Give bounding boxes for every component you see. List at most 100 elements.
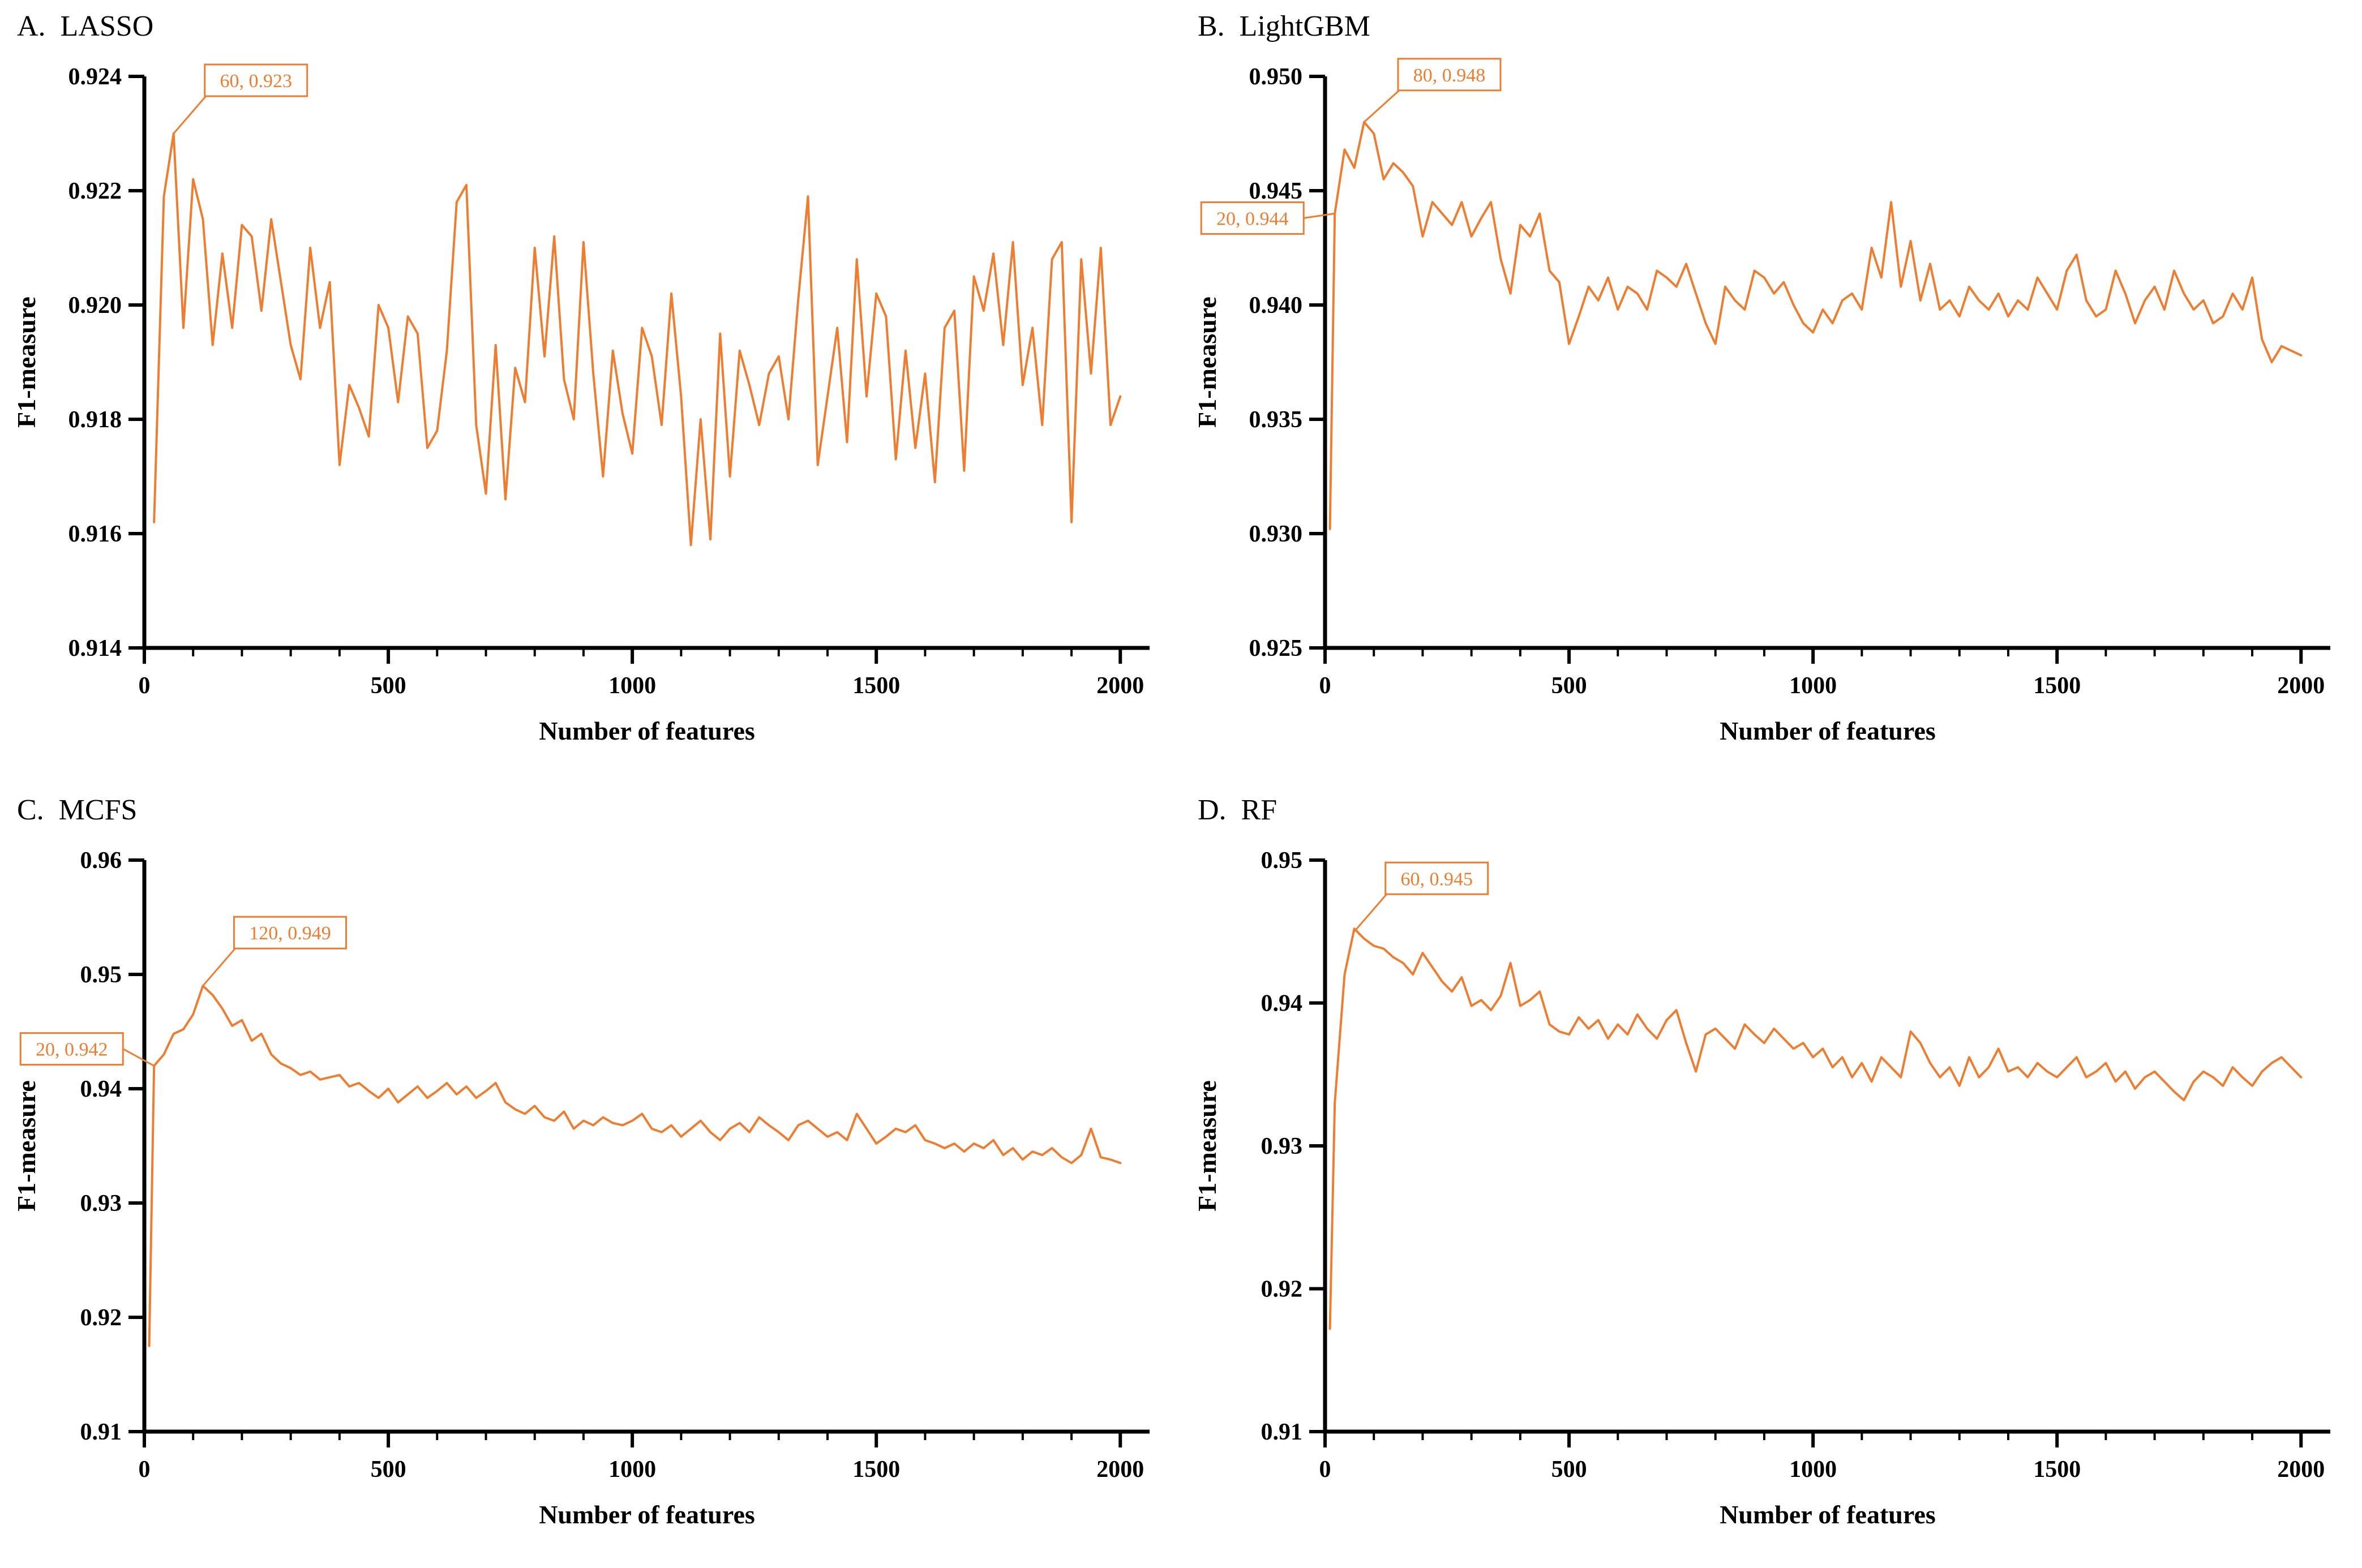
point-annotation: 60, 0.945 xyxy=(1353,861,1489,933)
line-chart-c: 0 500 1000 1500 2000 0.91 0.92 0.93 0.94 0.95 0.96… xyxy=(0,826,1181,1545)
y-tick-label: 0.950 xyxy=(1249,64,1303,90)
y-axis-title: F1-measure xyxy=(12,1080,41,1212)
data-series-line xyxy=(148,985,1122,1347)
chart-svg: 0 500 1000 1500 2000 0.914 0.916 0.918 0.920 0.92… xyxy=(12,63,1150,745)
y-tick-label: 0.91 xyxy=(80,1419,122,1445)
annotation-box xyxy=(19,1032,124,1066)
y-axis-title: F1-measure xyxy=(1193,1080,1221,1212)
x-tick-label: 1000 xyxy=(1789,1457,1837,1483)
y-tick-label: 0.92 xyxy=(1261,1277,1303,1303)
y-tick-label: 0.94 xyxy=(1261,991,1303,1017)
y-tick-label: 0.920 xyxy=(68,293,122,319)
data-series-line xyxy=(153,132,1122,547)
point-annotation: 20, 0.944 xyxy=(1200,201,1335,235)
axes: 0 500 1000 1500 2000 0.91 0.92 0.93 0.94 0.95 0.96 xyxy=(80,848,1150,1483)
y-tick-label: 0.93 xyxy=(1261,1133,1303,1159)
y-tick-label: 0.924 xyxy=(68,64,122,90)
annotation-leader-line xyxy=(1363,89,1400,123)
y-tick-label: 0.916 xyxy=(68,521,122,547)
x-tick-label: 2000 xyxy=(1096,673,1144,699)
x-tick-label: 2000 xyxy=(1096,1457,1144,1483)
y-axis-title: F1-measure xyxy=(1193,297,1221,428)
y-tick-label: 0.95 xyxy=(1261,848,1303,874)
x-tick-label: 500 xyxy=(1551,1457,1587,1483)
chart-panel-d: D. RF 0 500 1000 1500 2000 0.91 0.92 0.93 0.94 0.… xyxy=(1181,784,2362,1568)
point-annotation: 60, 0.923 xyxy=(173,63,308,135)
axes: 0 500 1000 1500 2000 0.914 0.916 0.918 0.920 0.92… xyxy=(68,64,1150,699)
y-tick-label: 0.96 xyxy=(80,848,122,874)
annotation-box xyxy=(233,916,347,950)
annotation-leader-line xyxy=(202,948,236,987)
x-tick-label: 1000 xyxy=(608,1457,656,1483)
annotation-leader-line xyxy=(1353,893,1387,933)
y-tick-label: 0.922 xyxy=(68,178,122,204)
x-tick-label: 1000 xyxy=(1789,673,1837,699)
annotation-leader-line xyxy=(173,96,207,135)
y-tick-label: 0.925 xyxy=(1249,635,1303,661)
annotation-box xyxy=(1384,861,1489,895)
panel-title-d: D. RF xyxy=(1198,794,1278,826)
y-tick-label: 0.93 xyxy=(80,1191,122,1217)
annotation-leader-line xyxy=(122,1048,155,1067)
x-tick-label: 1000 xyxy=(608,673,656,699)
x-tick-label: 1500 xyxy=(2033,1457,2081,1483)
x-tick-label: 0 xyxy=(139,1457,151,1483)
x-tick-label: 2000 xyxy=(2277,1457,2325,1483)
y-tick-label: 0.95 xyxy=(80,962,122,988)
x-tick-label: 1500 xyxy=(852,673,900,699)
x-tick-label: 500 xyxy=(371,1457,406,1483)
data-series-line xyxy=(1328,927,2303,1330)
axes: 0 500 1000 1500 2000 0.925 0.930 0.935 0.940 0.94… xyxy=(1249,64,2330,699)
annotation-label: 80, 0.948 xyxy=(1413,65,1486,86)
x-tick-label: 500 xyxy=(1551,673,1587,699)
point-annotation: 80, 0.948 xyxy=(1363,58,1502,123)
x-tick-label: 1500 xyxy=(2033,673,2081,699)
line-chart-d: 0 500 1000 1500 2000 0.91 0.92 0.93 0.94 0.95 Numb… xyxy=(1181,826,2361,1545)
x-tick-label: 500 xyxy=(371,673,406,699)
chart-svg: 0 500 1000 1500 2000 0.91 0.92 0.93 0.94 0.95 0.96… xyxy=(12,848,1150,1529)
chart-panel-c: C. MCFS 0 500 1000 1500 2000 0.91 0.92 0.93 0.94… xyxy=(0,784,1181,1568)
y-tick-label: 0.935 xyxy=(1249,407,1303,433)
panel-title-c: C. MCFS xyxy=(17,794,138,826)
y-tick-label: 0.918 xyxy=(68,407,122,433)
x-axis-title: Number of features xyxy=(539,716,755,745)
panel-title-b: B. LightGBM xyxy=(1198,10,1370,42)
y-tick-label: 0.914 xyxy=(68,635,122,661)
x-tick-label: 2000 xyxy=(2277,673,2325,699)
annotation-label: 60, 0.923 xyxy=(220,71,292,92)
y-tick-label: 0.945 xyxy=(1249,178,1303,204)
y-tick-label: 0.92 xyxy=(80,1305,122,1331)
annotation-box xyxy=(1200,201,1305,235)
y-tick-label: 0.94 xyxy=(80,1076,122,1102)
point-annotation: 120, 0.949 xyxy=(202,916,347,987)
line-chart-a: 0 500 1000 1500 2000 0.914 0.916 0.918 0.920 0.92… xyxy=(0,42,1181,761)
x-axis-title: Number of features xyxy=(539,1500,755,1529)
annotation-box xyxy=(1397,58,1502,92)
x-axis-title: Number of features xyxy=(1720,716,1936,745)
y-tick-label: 0.930 xyxy=(1249,521,1303,547)
x-tick-label: 1500 xyxy=(852,1457,900,1483)
point-annotation: 20, 0.942 xyxy=(19,1032,155,1067)
y-tick-label: 0.940 xyxy=(1249,293,1303,319)
annotation-box xyxy=(204,63,308,97)
x-tick-label: 0 xyxy=(1319,673,1331,699)
data-series-line xyxy=(1328,121,2303,531)
x-tick-label: 0 xyxy=(139,673,151,699)
y-axis-title: F1-measure xyxy=(12,297,41,428)
x-axis-title: Number of features xyxy=(1720,1500,1936,1529)
annotation-label: 120, 0.949 xyxy=(249,923,331,944)
annotation-label: 20, 0.942 xyxy=(36,1039,108,1060)
line-chart-b: 0 500 1000 1500 2000 0.925 0.930 0.935 0.940 0.94… xyxy=(1181,42,2361,761)
panel-title-a: A. LASSO xyxy=(17,10,154,42)
chart-svg: 0 500 1000 1500 2000 0.925 0.930 0.935 0.940 0.94… xyxy=(1193,58,2330,745)
axes: 0 500 1000 1500 2000 0.91 0.92 0.93 0.94 0.95 xyxy=(1261,848,2330,1483)
y-tick-label: 0.91 xyxy=(1261,1419,1303,1445)
chart-svg: 0 500 1000 1500 2000 0.91 0.92 0.93 0.94 0.95 Numb… xyxy=(1193,848,2330,1529)
chart-panel-b: B. LightGBM 0 500 1000 1500 2000 0.925 0.930 0.… xyxy=(1181,0,2362,784)
annotation-label: 60, 0.945 xyxy=(1400,869,1473,890)
chart-panel-a: A. LASSO 0 500 1000 1500 2000 0.914 0.916 0.918… xyxy=(0,0,1181,784)
annotation-leader-line xyxy=(1304,213,1335,220)
x-tick-label: 0 xyxy=(1319,1457,1331,1483)
annotation-label: 20, 0.944 xyxy=(1216,209,1289,230)
